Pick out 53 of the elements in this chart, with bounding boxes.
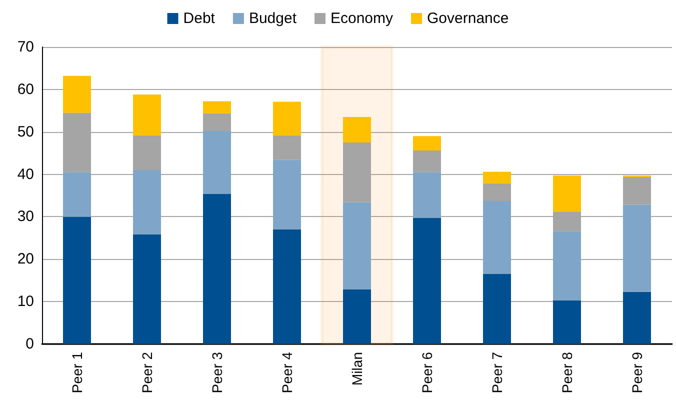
- legend-label: Governance: [427, 10, 509, 27]
- bar: [413, 218, 441, 344]
- bar: [553, 176, 581, 212]
- bar: [63, 76, 91, 113]
- bar: [343, 117, 371, 142]
- x-tick-label: Peer 7: [489, 352, 505, 394]
- bar: [483, 201, 511, 274]
- bar: [203, 194, 231, 344]
- bar: [483, 274, 511, 344]
- bar: [623, 204, 651, 292]
- bar: [413, 136, 441, 151]
- bar: [63, 172, 91, 217]
- x-tick-label: Peer 4: [279, 352, 295, 394]
- bar: [203, 113, 231, 132]
- y-tick-label: 10: [17, 293, 34, 310]
- x-tick-label: Peer 1: [69, 352, 85, 394]
- bar: [273, 160, 301, 230]
- y-tick-label: 50: [17, 123, 34, 140]
- bar: [553, 300, 581, 344]
- x-tick-label: Milan: [349, 352, 365, 386]
- bar: [203, 131, 231, 194]
- legend-label: Economy: [330, 10, 394, 27]
- bar: [63, 216, 91, 344]
- bar: [343, 202, 371, 290]
- y-tick-label: 30: [17, 208, 34, 226]
- bar: [133, 94, 161, 136]
- bar: [273, 135, 301, 160]
- x-tick-label: Peer 6: [419, 352, 435, 394]
- legend-label: Debt: [183, 10, 216, 27]
- bar: [483, 183, 511, 202]
- bar: [623, 292, 651, 344]
- bar: [623, 176, 651, 205]
- x-tick-label: Peer 3: [209, 352, 225, 394]
- x-tick-label: Peer 8: [559, 352, 575, 394]
- y-tick-label: 60: [17, 80, 34, 98]
- bar: [413, 150, 441, 172]
- x-tick-label: Peer 9: [629, 352, 645, 394]
- bar: [273, 102, 301, 136]
- bar: [413, 172, 441, 218]
- y-tick-label: 40: [17, 166, 34, 183]
- legend-label: Budget: [248, 10, 298, 27]
- bar: [343, 289, 371, 344]
- bar: [133, 234, 161, 344]
- bar: [203, 101, 231, 114]
- y-tick-label: 20: [17, 250, 34, 268]
- x-tick-label: Peer 2: [139, 352, 155, 394]
- bar: [133, 170, 161, 235]
- bar: [133, 135, 161, 170]
- bar: [553, 231, 581, 300]
- bar: [483, 172, 511, 184]
- bar: [273, 229, 301, 344]
- y-tick-label: 70: [17, 38, 34, 56]
- y-tick-label: 0: [26, 336, 34, 352]
